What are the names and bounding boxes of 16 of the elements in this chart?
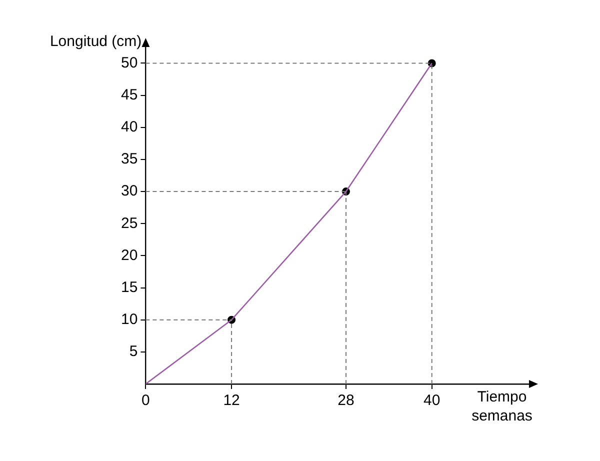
x-axis-title: Tiempo semanas [472,388,532,425]
y-tick-label: 15 [120,278,138,296]
y-tick-label: 25 [120,214,138,232]
y-axis-title: Longitud (cm) [50,33,142,50]
y-tick-label: 35 [120,150,138,168]
y-tick-label: 10 [120,310,138,328]
y-tick-label: 40 [120,118,138,136]
x-tick-label: 28 [338,392,354,410]
x-tick-label: 40 [424,392,440,410]
y-tick-label: 45 [120,86,138,104]
x-tick-label: 12 [223,392,240,410]
x-tick-label: 0 [142,392,150,410]
y-tick-label: 5 [129,343,138,360]
y-tick-label: 30 [120,182,138,200]
y-tick-label: 20 [120,246,138,264]
y-tick-label: 50 [120,54,138,72]
